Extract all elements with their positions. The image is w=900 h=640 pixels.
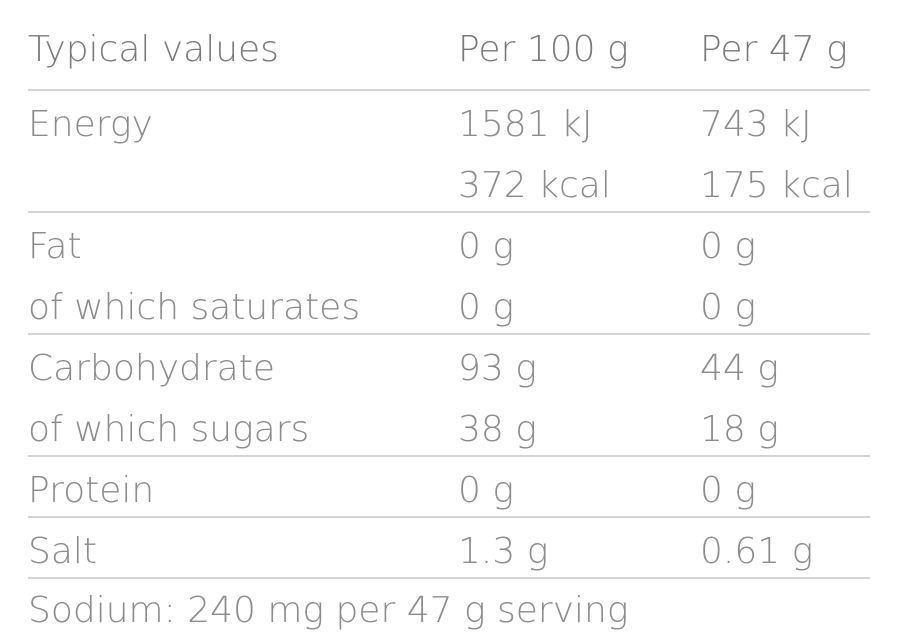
- row-value: 0 g: [700, 470, 756, 511]
- row-value: 0 g: [458, 287, 514, 328]
- row-value: 0 g: [700, 287, 756, 328]
- row-value: 38 g: [458, 409, 537, 450]
- divider: [28, 333, 870, 335]
- row-label: of which sugars: [28, 409, 310, 450]
- row-label: Fat: [28, 226, 82, 267]
- divider: [28, 211, 870, 213]
- row-label: of which saturates: [28, 287, 361, 328]
- row-value: 18 g: [700, 409, 779, 450]
- header-cell: Typical values: [28, 29, 279, 70]
- row-value: 0 g: [458, 226, 514, 267]
- row-value: 175 kcal: [700, 165, 853, 206]
- header-cell: Per 100 g: [458, 29, 629, 70]
- row-label: Protein: [28, 470, 155, 511]
- row-label: Carbohydrate: [28, 348, 275, 389]
- row-value: 1.3 g: [458, 531, 549, 572]
- row-value: 0.61 g: [700, 531, 814, 572]
- row-value: 743 kJ: [700, 104, 812, 145]
- row-value: 1581 kJ: [458, 104, 593, 145]
- divider: [28, 577, 870, 579]
- row-value: 0 g: [700, 226, 756, 267]
- header-cell: Per 47 g: [700, 29, 848, 70]
- row-value: 44 g: [700, 348, 779, 389]
- footer-note: Sodium: 240 mg per 47 g serving: [28, 590, 629, 631]
- divider: [28, 516, 870, 518]
- row-label: Salt: [28, 531, 98, 572]
- divider: [28, 89, 870, 91]
- row-value: 0 g: [458, 470, 514, 511]
- row-label: Energy: [28, 104, 153, 145]
- divider: [28, 455, 870, 457]
- row-value: 372 kcal: [458, 165, 611, 206]
- row-value: 93 g: [458, 348, 537, 389]
